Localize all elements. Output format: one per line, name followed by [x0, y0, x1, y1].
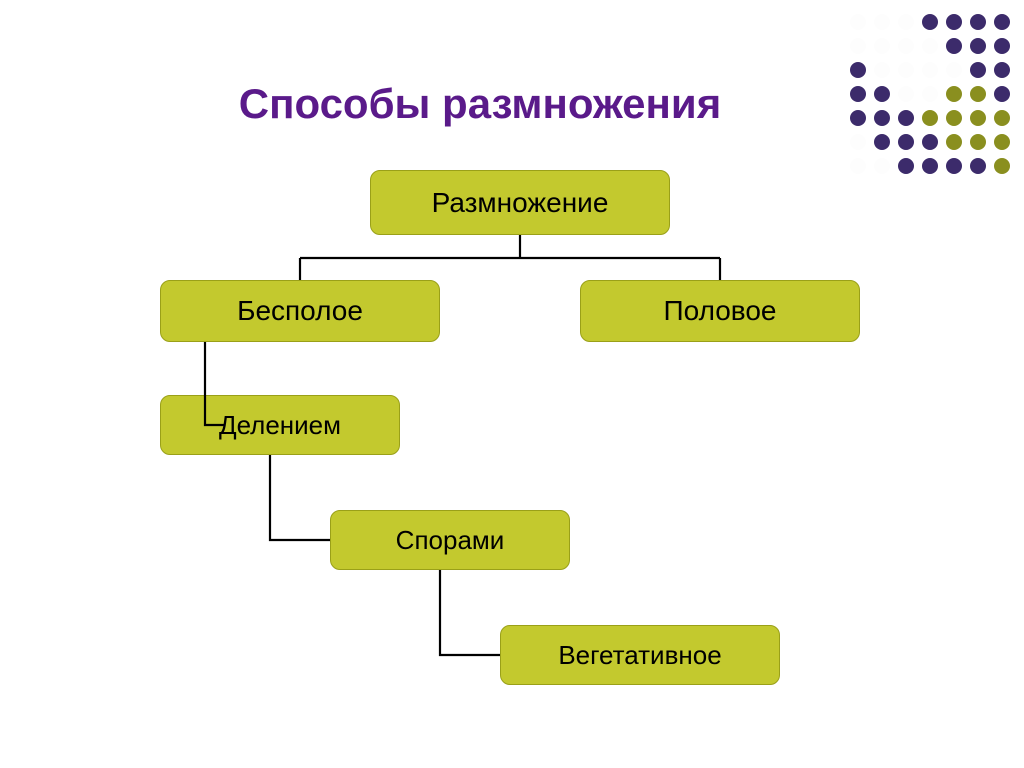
decor-dot — [898, 110, 914, 126]
decor-dots — [0, 0, 1024, 768]
decor-dot — [898, 134, 914, 150]
decor-dot — [874, 110, 890, 126]
decor-dot — [946, 158, 962, 174]
decor-dot — [994, 86, 1010, 102]
decor-dot — [946, 110, 962, 126]
decor-dot — [850, 134, 866, 150]
decor-dot — [874, 86, 890, 102]
decor-dot — [946, 62, 962, 78]
decor-dot — [970, 14, 986, 30]
decor-dot — [922, 110, 938, 126]
decor-dot — [898, 14, 914, 30]
decor-dot — [922, 62, 938, 78]
decor-dot — [874, 14, 890, 30]
decor-dot — [898, 38, 914, 54]
decor-dot — [874, 62, 890, 78]
decor-dot — [874, 134, 890, 150]
decor-dot — [994, 110, 1010, 126]
decor-dot — [850, 158, 866, 174]
decor-dot — [898, 62, 914, 78]
decor-dot — [922, 38, 938, 54]
decor-dot — [922, 86, 938, 102]
decor-dot — [994, 14, 1010, 30]
decor-dot — [850, 62, 866, 78]
decor-dot — [922, 158, 938, 174]
decor-dot — [850, 110, 866, 126]
decor-dot — [970, 62, 986, 78]
decor-dot — [874, 158, 890, 174]
decor-dot — [898, 86, 914, 102]
decor-dot — [874, 38, 890, 54]
decor-dot — [994, 62, 1010, 78]
decor-dot — [922, 134, 938, 150]
decor-dot — [994, 134, 1010, 150]
decor-dot — [946, 38, 962, 54]
decor-dot — [970, 38, 986, 54]
decor-dot — [970, 158, 986, 174]
decor-dot — [970, 110, 986, 126]
decor-dot — [946, 134, 962, 150]
decor-dot — [946, 14, 962, 30]
decor-dot — [850, 14, 866, 30]
decor-dot — [970, 86, 986, 102]
decor-dot — [946, 86, 962, 102]
decor-dot — [922, 14, 938, 30]
decor-dot — [898, 158, 914, 174]
decor-dot — [850, 38, 866, 54]
decor-dot — [994, 38, 1010, 54]
decor-dot — [850, 86, 866, 102]
decor-dot — [970, 134, 986, 150]
decor-dot — [994, 158, 1010, 174]
